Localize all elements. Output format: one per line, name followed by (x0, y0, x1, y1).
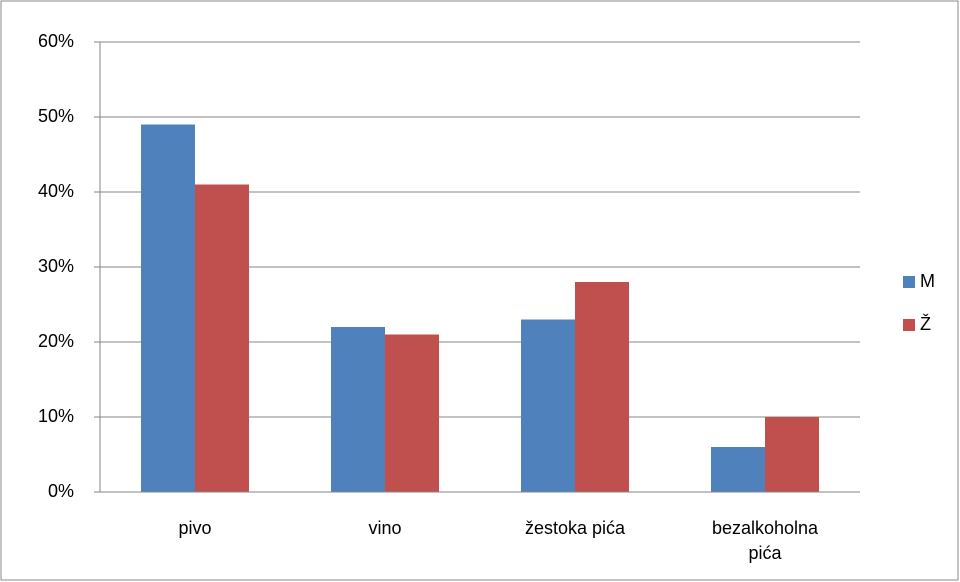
bar (711, 447, 765, 492)
x-tick-label: bezalkoholna pića (711, 518, 819, 563)
bar (141, 124, 195, 492)
x-tick-label: vino (368, 518, 402, 538)
y-tick-label: 20% (38, 331, 74, 351)
bar (521, 319, 575, 492)
legend-label: M (920, 271, 935, 291)
y-tick-label: 10% (38, 406, 74, 426)
y-tick-label: 30% (38, 256, 74, 276)
bar (195, 184, 249, 492)
bar (765, 417, 819, 492)
bar (331, 327, 385, 492)
x-tick-label: žestoka pića (524, 518, 626, 538)
legend-swatch (903, 276, 915, 288)
x-tick-label: pivo (178, 518, 212, 538)
y-tick-label: 0% (48, 481, 74, 501)
bar (385, 334, 439, 492)
legend-swatch (903, 319, 915, 331)
y-tick-label: 50% (38, 106, 74, 126)
y-tick-label: 40% (38, 181, 74, 201)
legend-label: Ž (920, 314, 931, 334)
bar (575, 282, 629, 492)
y-tick-label: 60% (38, 31, 74, 51)
